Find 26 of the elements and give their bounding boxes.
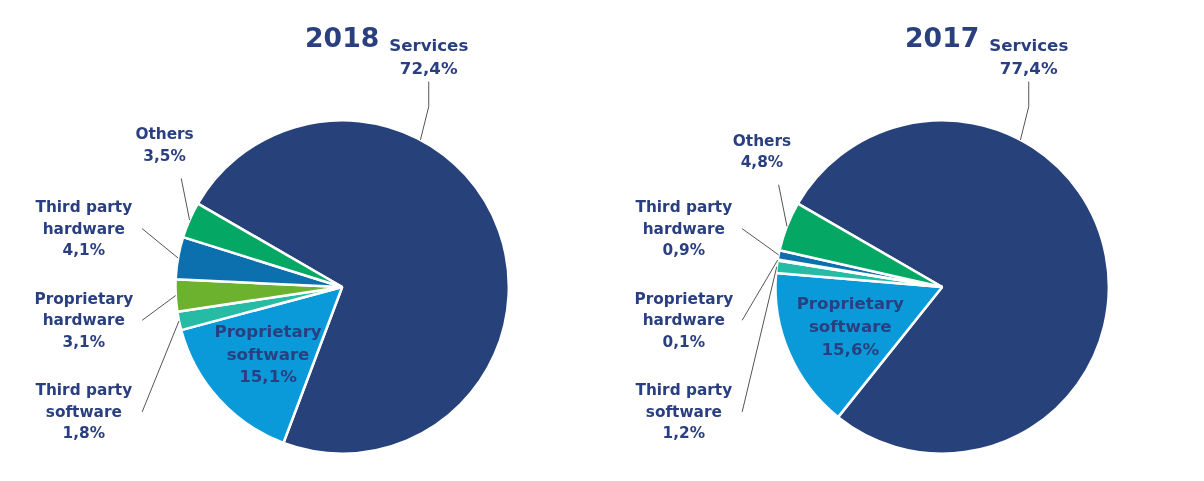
- data-label: 3,5%: [143, 146, 186, 165]
- slice-label: Proprietary hardware: [34, 289, 134, 330]
- data-label: 4,8%: [740, 153, 784, 172]
- data-label: 1,2%: [662, 424, 706, 443]
- slice-label: Others: [732, 131, 792, 150]
- data-label: 15,6%: [821, 339, 880, 359]
- slice-label: Services: [389, 36, 469, 56]
- data-label: 1,8%: [62, 424, 106, 443]
- data-label: 0,9%: [662, 241, 706, 260]
- slice-label: Third party hardware: [635, 198, 733, 238]
- data-label: 3,1%: [62, 332, 106, 351]
- chart-title: 2018: [305, 22, 380, 54]
- data-label: 72,4%: [399, 59, 458, 79]
- data-label: 77,4%: [999, 59, 1058, 79]
- slice-label: Third party hardware: [35, 198, 133, 238]
- slice-label: Proprietary hardware: [634, 289, 734, 330]
- slice-label: Proprietary software: [214, 321, 322, 364]
- slice-label: Third party software: [35, 381, 133, 421]
- data-label: 0,1%: [662, 332, 706, 351]
- slice-label: Third party software: [635, 381, 733, 421]
- data-label: 15,1%: [239, 367, 298, 387]
- data-label: 4,1%: [62, 241, 106, 260]
- chart-title: 2017: [905, 22, 980, 54]
- slice-label: Proprietary software: [796, 294, 905, 336]
- slice-label: Others: [135, 125, 194, 144]
- slice-label: Services: [989, 36, 1069, 56]
